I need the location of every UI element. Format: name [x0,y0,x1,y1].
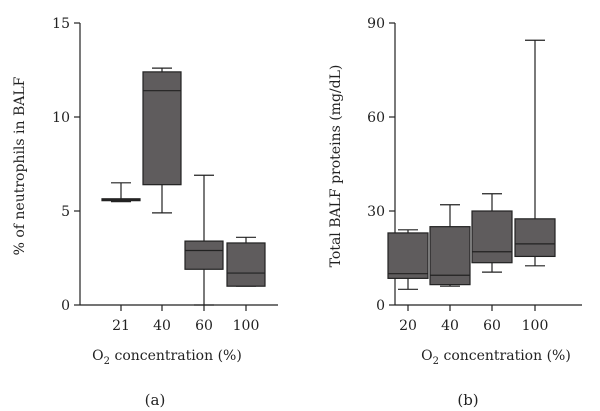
chart-a-ytick-label: 10 [52,110,70,126]
chart-a-box-100 [226,236,266,287]
chart-b-ytick-label: 0 [376,298,385,314]
chart-a-ytick-label: 5 [61,204,70,220]
chart-b-xtick-label: 40 [441,318,459,334]
chart-a-xtick-label: 100 [233,318,260,334]
chart-a-box-21 [101,182,141,203]
chart-a-xtick-label: 40 [153,318,171,334]
iqr-box [387,232,429,279]
iqr-box [184,240,224,270]
chart-b-panel-label: (b) [457,391,478,409]
chart-b-xlabel: O2 concentration (%) [421,348,571,367]
chart-b-ytick-label: 30 [367,204,385,220]
chart-b-box-60 [471,193,513,273]
chart-a-panel-label: (a) [145,391,166,409]
iqr-box [226,242,266,287]
chart-b-xtick-label: 60 [483,318,501,334]
chart-a-box-60 [184,174,224,306]
chart-b-ylabel: Total BALF proteins (mg/dL) [328,65,344,268]
chart-b: Total BALF proteins (mg/dL) O2 concentra… [328,16,582,409]
chart-a-ylabel: % of neutrophils in BALF [12,76,28,255]
chart-b-xtick-label: 100 [522,318,549,334]
chart-a-box-40 [142,67,182,214]
iqr-box [429,226,471,286]
chart-b-box-100 [514,39,556,267]
chart-b-box-20 [387,229,429,290]
chart-a-xlabel: O2 concentration (%) [92,348,242,367]
chart-a-ytick-label: 0 [61,298,70,314]
chart-a-xtick-label: 21 [112,318,130,334]
chart-b-xtick-label: 20 [399,318,417,334]
chart-b-ytick-label: 90 [367,16,385,32]
chart-b-ytick-label: 60 [367,110,385,126]
chart-a-xtick-label: 60 [195,318,213,334]
iqr-box [142,71,182,186]
iqr-box [471,210,513,264]
iqr-box [514,218,556,258]
chart-a: % of neutrophils in BALF O2 concentratio… [12,16,278,409]
chart-b-box-40 [429,204,471,287]
chart-a-ytick-label: 15 [52,16,70,32]
